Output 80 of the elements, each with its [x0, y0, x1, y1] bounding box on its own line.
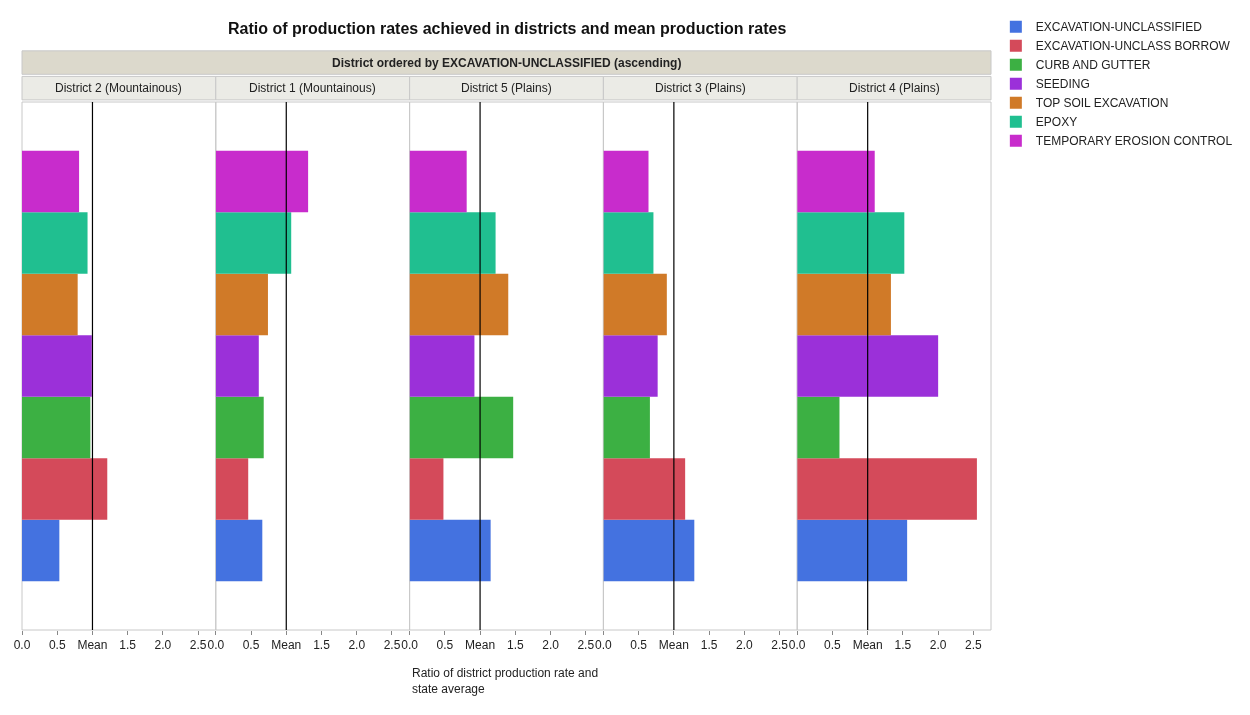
bar — [215, 150, 309, 213]
x-tick-label: 0.5 — [630, 638, 648, 653]
x-tick-label: 0.5 — [48, 638, 66, 653]
x-tick-label: 2.5 — [189, 638, 207, 653]
bar — [797, 396, 840, 459]
bar — [797, 519, 908, 582]
x-tick-label: Mean — [852, 638, 883, 653]
x-tick-label: 0.0 — [207, 638, 225, 653]
bar — [215, 458, 249, 520]
bar — [409, 519, 491, 582]
legend-label: EXCAVATION-UNCLASS BORROW — [1035, 39, 1231, 54]
x-tick-label: 1.5 — [700, 638, 718, 653]
x-tick-label: 2.0 — [154, 638, 172, 653]
x-tick-label: 2.5 — [577, 638, 595, 653]
legend-label: EXCAVATION-UNCLASSIFIED — [1035, 20, 1203, 35]
bar — [409, 150, 467, 213]
chart-title: Ratio of production rates achieved in districts and mean production rates — [228, 20, 787, 37]
legend-label: SEEDING — [1035, 77, 1090, 92]
bar — [215, 212, 292, 274]
bar — [215, 396, 264, 459]
x-tick-label: 2.5 — [965, 638, 983, 653]
bar — [22, 150, 80, 213]
x-tick-label: 2.5 — [383, 638, 401, 653]
bar — [409, 458, 444, 520]
bar — [22, 273, 78, 336]
bar — [603, 519, 695, 582]
bar — [797, 212, 905, 274]
bar — [603, 273, 667, 336]
x-axis-title: Ratio of district production rate and state average — [412, 666, 599, 696]
x-tick-label: 1.5 — [119, 638, 137, 653]
bar — [603, 458, 686, 520]
x-tick-label: 0.5 — [436, 638, 454, 653]
bar — [22, 458, 108, 520]
bar — [797, 458, 977, 520]
chart-subtitle: District 2 (Mountainous) — [55, 81, 182, 95]
x-tick-label: 1.5 — [313, 638, 331, 653]
legend-label: TEMPORARY EROSION CONTROL — [1035, 134, 1233, 149]
x-tick-label: Mean — [271, 638, 302, 653]
x-tick-label: 0.0 — [788, 638, 806, 653]
chart-subtitle: District 1 (Mountainous) — [249, 81, 376, 95]
text: District ordered by EXCAVATION-UNCLASSIFIED (ascending) — [332, 56, 682, 70]
x-tick-label: 2.0 — [348, 638, 366, 653]
bar — [22, 396, 91, 459]
bar — [215, 273, 268, 336]
bar — [22, 212, 88, 274]
x-tick-label: 1.5 — [506, 638, 524, 653]
bar — [797, 273, 891, 336]
x-tick-label: 0.5 — [242, 638, 260, 653]
bar — [22, 335, 92, 397]
bar — [22, 519, 60, 582]
bar — [409, 396, 514, 459]
bar — [797, 150, 875, 213]
x-tick-label: Mean — [77, 638, 108, 653]
x-tick-label: 2.0 — [929, 638, 947, 653]
x-tick-label: 2.0 — [736, 638, 754, 653]
bar — [797, 335, 939, 397]
bar — [409, 212, 496, 274]
legend-label: EPOXY — [1035, 115, 1078, 130]
bar — [603, 212, 654, 274]
x-tick-label: 2.5 — [771, 638, 789, 653]
x-tick-label: Mean — [465, 638, 496, 653]
bar — [409, 335, 475, 397]
x-tick-label: Mean — [658, 638, 689, 653]
bar — [409, 273, 509, 336]
bar — [603, 396, 650, 459]
x-tick-label: 1.5 — [894, 638, 912, 653]
bar — [603, 150, 649, 213]
chart-subtitle: District 4 (Plains) — [849, 81, 940, 95]
bar — [215, 519, 263, 582]
chart-subtitle: District 5 (Plains) — [461, 81, 552, 95]
x-tick-label: 0.5 — [824, 638, 842, 653]
legend-label: TOP SOIL EXCAVATION — [1035, 96, 1169, 111]
x-tick-label: 2.0 — [542, 638, 560, 653]
x-tick-label: 0.0 — [595, 638, 613, 653]
bar — [215, 335, 259, 397]
chart-subtitle: District 3 (Plains) — [655, 81, 746, 95]
x-tick-label: 0.0 — [401, 638, 419, 653]
bar — [603, 335, 658, 397]
legend-label: CURB AND GUTTER — [1035, 58, 1151, 73]
x-tick-label: 0.0 — [13, 638, 31, 653]
